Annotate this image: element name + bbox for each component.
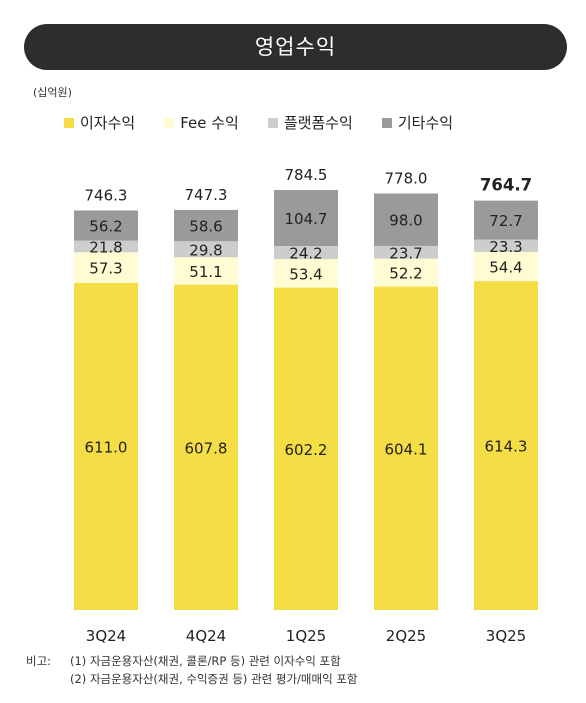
data-label-fee: 53.4 [289, 265, 322, 283]
bar-segment-fee [474, 251, 538, 282]
bar-segment-platform [274, 246, 338, 260]
data-label-other: 72.7 [489, 212, 522, 230]
note-line-1: (1) 자금운용자산(채권, 콜론/RP 등) 관련 이자수익 포함 [70, 654, 341, 668]
legend-item-other: 기타수익 [381, 112, 454, 133]
notes-row-1: 비고: (1) 자금운용자산(채권, 콜론/RP 등) 관련 이자수익 포함 [26, 652, 357, 670]
data-label-fee: 51.1 [189, 263, 222, 281]
legend-swatch-fee [164, 117, 175, 128]
note-line-2: (2) 자금운용자산(채권, 수익증권 등) 관련 평가/매매익 포함 [70, 672, 358, 686]
legend-swatch-other [381, 117, 392, 128]
bar-segment-fee [174, 257, 238, 285]
legend-item-platform: 플랫폼수익 [267, 112, 353, 133]
data-label-other: 56.2 [89, 217, 122, 235]
bar-segment-interest [474, 281, 538, 610]
bar-segment-fee [74, 252, 138, 283]
notes-row-2: (2) 자금운용자산(채권, 수익증권 등) 관련 평가/매매익 포함 [26, 670, 357, 688]
bar-segment-interest [174, 284, 238, 610]
data-label-interest: 602.2 [285, 441, 328, 459]
bar-segment-interest [374, 286, 438, 610]
bar-segment-other [374, 193, 438, 246]
category-label: 2Q25 [386, 627, 426, 645]
legend-label-platform: 플랫폼수익 [283, 114, 353, 132]
legend-swatch-platform [267, 117, 278, 128]
legend-item-interest: 이자수익 [64, 112, 135, 133]
total-label: 778.0 [385, 169, 428, 187]
bar-segment-other [74, 210, 138, 241]
bar-segment-interest [274, 287, 338, 610]
data-label-fee: 57.3 [89, 260, 122, 278]
data-label-interest: 604.1 [385, 440, 428, 458]
notes-label-spacer [26, 670, 70, 688]
data-label-fee: 54.4 [489, 259, 522, 277]
notes-label: 비고: [26, 654, 52, 668]
category-label: 1Q25 [286, 627, 326, 645]
legend-swatch-interest [64, 117, 74, 128]
category-label: 4Q24 [186, 627, 226, 645]
data-label-platform: 29.8 [189, 241, 222, 259]
data-label-interest: 607.8 [185, 439, 228, 457]
bar-segment-other [474, 200, 538, 240]
bar-segment-interest [74, 282, 138, 610]
legend-label-interest: 이자수익 [80, 114, 136, 132]
notes: 비고: (1) 자금운용자산(채권, 콜론/RP 등) 관련 이자수익 포함 (… [26, 652, 357, 688]
data-label-other: 58.6 [189, 218, 222, 236]
legend-label-fee: Fee 수익 [180, 114, 239, 132]
unit-label: (십억원) [33, 86, 72, 99]
data-label-other: 98.0 [389, 212, 422, 230]
data-label-platform: 21.8 [89, 238, 122, 256]
total-label: 747.3 [185, 186, 228, 204]
data-label-fee: 52.2 [389, 265, 422, 283]
bar-segment-platform [374, 245, 438, 259]
category-label: 3Q25 [486, 627, 526, 645]
data-label-platform: 23.3 [489, 238, 522, 256]
chart-title: 영업수익 [24, 24, 567, 70]
total-label: 764.7 [480, 176, 532, 195]
data-label-platform: 24.2 [289, 245, 322, 263]
data-label-interest: 611.0 [85, 438, 128, 456]
data-label-interest: 614.3 [485, 438, 528, 456]
legend: 이자수익 Fee 수익 플랫폼수익 기타수익 [64, 112, 482, 133]
category-label: 3Q24 [86, 627, 126, 645]
bar-segment-fee [374, 258, 438, 287]
legend-label-other: 기타수익 [397, 114, 454, 132]
total-label: 784.5 [285, 166, 328, 184]
data-label-platform: 23.7 [389, 244, 422, 262]
bar-segment-other [174, 209, 238, 242]
legend-item-fee: Fee 수익 [164, 112, 239, 133]
bar-segment-platform [474, 239, 538, 252]
total-label: 746.3 [85, 186, 128, 204]
data-label-other: 104.7 [285, 210, 328, 228]
bar-segment-platform [174, 241, 238, 258]
bar-segment-platform [74, 240, 138, 253]
bar-segment-other [274, 190, 338, 247]
bar-segment-fee [274, 259, 338, 288]
